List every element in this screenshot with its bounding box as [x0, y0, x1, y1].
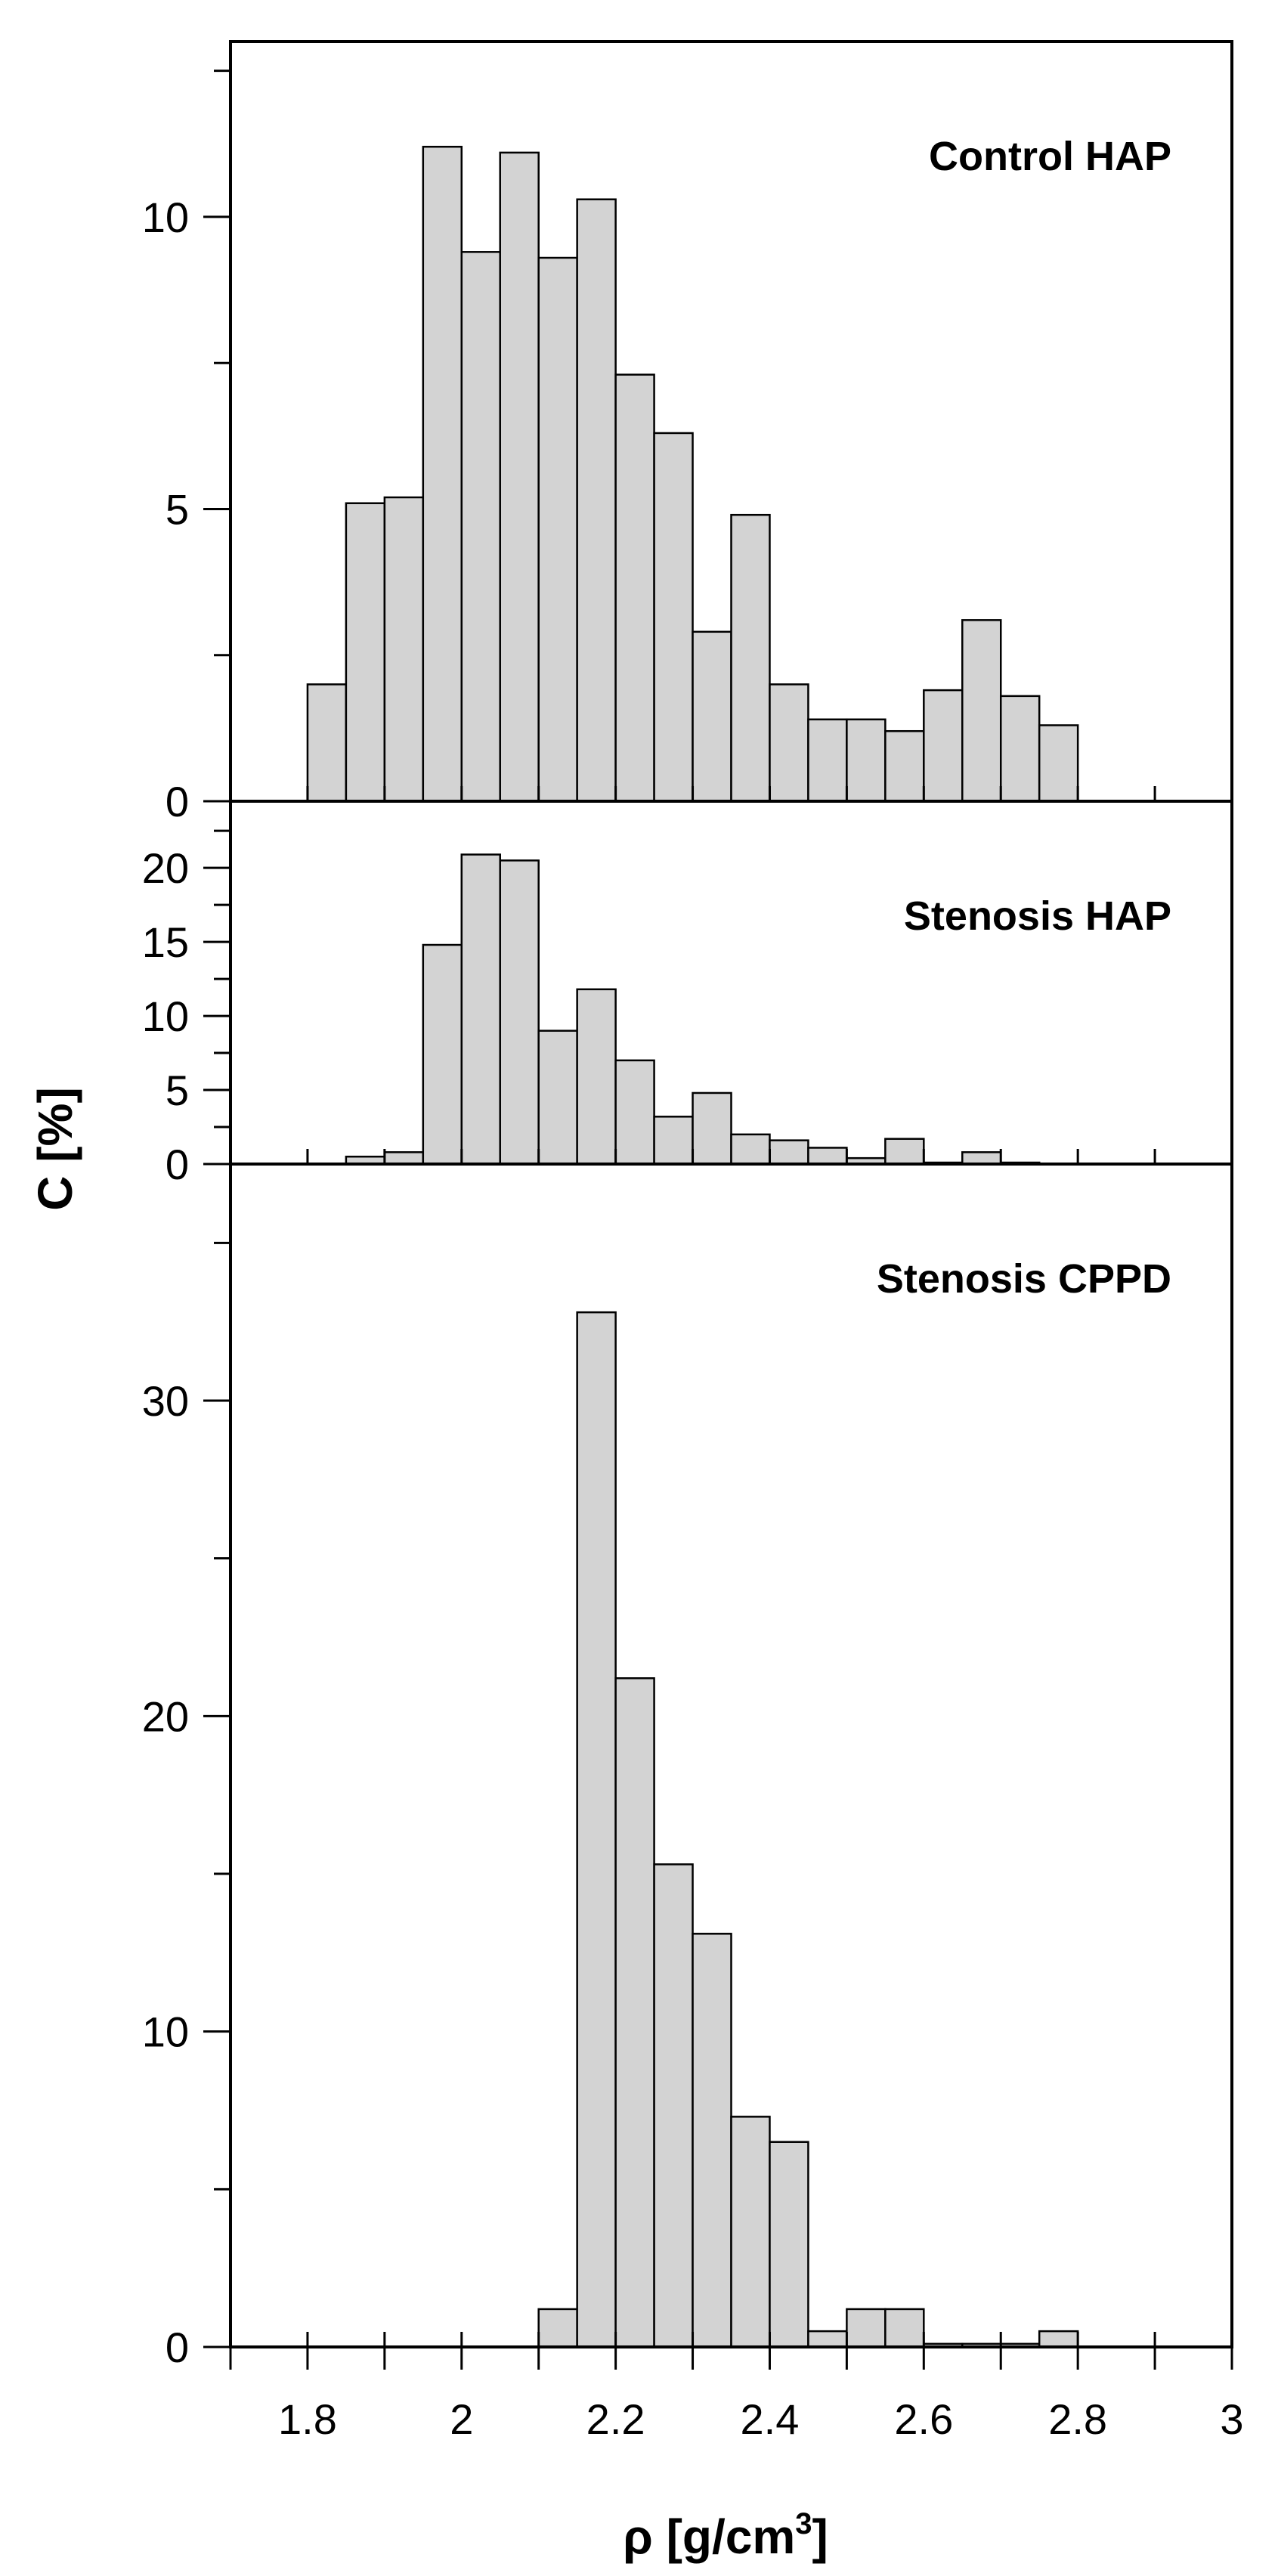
histogram-bar [884, 2308, 925, 2348]
histogram-bar [383, 1151, 425, 1166]
histogram-bar [614, 1677, 655, 2348]
histogram-bar [807, 1147, 848, 1166]
y-tick-label: 10 [142, 992, 189, 1040]
y-tick-label: 15 [142, 918, 189, 966]
histogram-bar [1038, 2330, 1079, 2348]
histogram-bar [306, 683, 348, 803]
histogram-bar [884, 1138, 925, 1166]
histogram-bar [807, 2330, 848, 2348]
histogram-bar [999, 695, 1041, 803]
histogram-bar [961, 1151, 1002, 1166]
histogram-bar [537, 1029, 578, 1166]
x-tick-label: 2 [450, 2395, 473, 2443]
histogram-bar [537, 256, 578, 803]
x-tick-label: 2.2 [586, 2395, 645, 2443]
histogram-bar [576, 1311, 617, 2348]
x-tick-label: 2.8 [1048, 2395, 1107, 2443]
panel-title: Control HAP [929, 134, 1171, 179]
y-tick-label: 10 [142, 194, 189, 241]
y-tick-label: 20 [142, 1692, 189, 1740]
histogram-bar [807, 718, 848, 803]
y-tick-label: 20 [142, 844, 189, 892]
panel-3: 0 10 20 30 Stenosis CPPD [142, 1241, 1232, 2371]
histogram-bar [345, 502, 386, 803]
histogram-bar [576, 198, 617, 803]
histogram-bar [653, 1116, 694, 1166]
histogram-bar [653, 432, 694, 803]
x-axis-title: ρ [g/cm3] [623, 2507, 828, 2564]
histogram-bar [499, 151, 540, 803]
histogram-bar [460, 251, 501, 803]
x-tick-label: 2.6 [894, 2395, 953, 2443]
x-axis-title-close: ] [812, 2509, 828, 2564]
histogram-bar [846, 718, 887, 803]
y-tick-label: 0 [166, 2324, 189, 2371]
histogram-bar [961, 619, 1002, 803]
histogram-bar [383, 496, 425, 803]
y-tick-label: 5 [166, 485, 189, 533]
panel-2: 0 5 10 15 20 Stenosis HAP [142, 829, 1232, 1188]
x-tick-label: 2.4 [741, 2395, 800, 2443]
histogram-bar [730, 2116, 771, 2348]
histogram-bar [614, 373, 655, 803]
y-tick-label: 10 [142, 2008, 189, 2056]
histogram-bar [769, 683, 809, 803]
histogram-bar [422, 943, 463, 1166]
histogram-bar [499, 859, 540, 1166]
histogram-bar [653, 1863, 694, 2348]
histogram-bar [1038, 724, 1079, 803]
histogram-bar [614, 1059, 655, 1166]
y-tick-label: 5 [166, 1067, 189, 1114]
y-tick-label: 30 [142, 1377, 189, 1425]
y-tick-label: 0 [166, 1141, 189, 1188]
histogram-bar [692, 1091, 732, 1166]
histogram-bar [923, 689, 964, 803]
histogram-bar [730, 1133, 771, 1166]
panel-title: Stenosis HAP [904, 893, 1171, 939]
histogram-bar [769, 1139, 809, 1166]
histogram-bar [537, 2308, 578, 2348]
x-tick-label: 3 [1220, 2395, 1243, 2443]
plot-frame [229, 40, 1233, 2348]
panel-1: 0 5 10 Control HAP [142, 70, 1232, 825]
y-axis-title: C [%] [28, 1087, 82, 1211]
histogram-bar [884, 729, 925, 803]
histogram-bar [692, 630, 732, 803]
y-tick-label: 0 [166, 778, 189, 825]
histogram-bar [769, 2141, 809, 2348]
x-tick-label: 1.8 [278, 2395, 337, 2443]
histogram-bar [692, 1933, 732, 2348]
histogram-bar [846, 2308, 887, 2348]
panel-title: Stenosis CPPD [877, 1256, 1171, 1302]
x-axis-title-superscript: 3 [795, 2507, 812, 2540]
histogram-bar [422, 145, 463, 803]
histogram-bar [460, 853, 501, 1166]
histogram-bar [576, 988, 617, 1166]
histogram-bar [730, 513, 771, 803]
x-axis-title-main: ρ [g/cm [623, 2509, 795, 2564]
